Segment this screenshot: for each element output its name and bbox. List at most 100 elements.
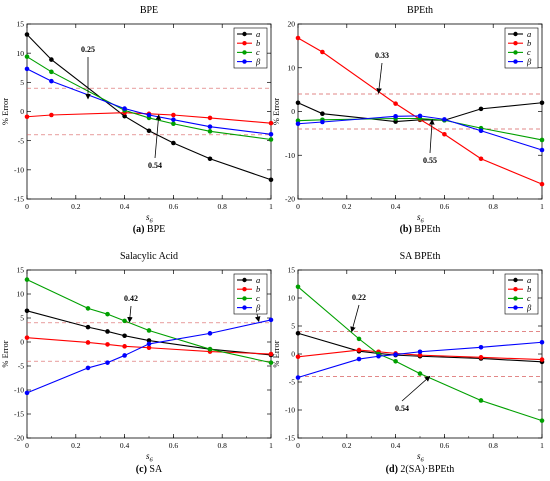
x-axis-label: s6 — [417, 212, 425, 225]
data-point-b — [49, 112, 54, 118]
data-point-c — [207, 346, 213, 352]
x-tick-label: 0.6 — [169, 441, 179, 450]
data-point-a — [85, 324, 91, 330]
x-tick-label: 1 — [269, 202, 273, 211]
data-point-β — [24, 66, 30, 72]
legend-label: β — [255, 56, 261, 66]
x-tick-label: 0 — [296, 202, 300, 211]
data-point-a — [268, 177, 274, 183]
panel-title: Salacylic Acid — [120, 251, 178, 262]
legend-label: a — [256, 29, 260, 39]
y-axis-label: % Error — [271, 340, 281, 367]
data-point-β — [356, 356, 362, 362]
legend-marker-b — [513, 41, 518, 46]
y-tick-label: -5 — [18, 362, 24, 371]
x-tick-label: 0.8 — [489, 441, 499, 450]
y-axis-label: % Error — [271, 98, 281, 125]
data-point-a — [478, 106, 484, 112]
data-point-c — [105, 311, 110, 317]
x-tick-label: 1 — [540, 441, 544, 450]
data-point-a — [122, 113, 127, 119]
data-point-c — [539, 137, 545, 143]
legend-marker-a — [513, 31, 518, 37]
y-tick-label: -10 — [285, 406, 295, 415]
x-tick-label: 0.6 — [440, 202, 450, 211]
data-point-a — [146, 338, 152, 343]
annotation-label: 0.33 — [375, 51, 389, 60]
data-point-β — [207, 331, 213, 336]
data-point-b — [478, 355, 484, 360]
data-point-β — [122, 353, 127, 358]
y-tick-label: 0 — [291, 350, 295, 359]
data-point-b — [24, 335, 30, 340]
y-tick-label: -5 — [18, 136, 24, 145]
data-point-c — [171, 121, 176, 127]
y-tick-label: -15 — [14, 410, 24, 419]
x-tick-label: 0.2 — [71, 441, 81, 450]
x-tick-label: 0.8 — [218, 202, 228, 211]
data-point-a — [295, 330, 301, 336]
x-tick-label: 1 — [540, 202, 544, 211]
y-tick-label: 15 — [17, 20, 25, 29]
data-point-c — [295, 284, 301, 290]
y-tick-label: -20 — [14, 434, 24, 443]
legend-marker-c — [513, 296, 518, 301]
data-point-a — [207, 156, 213, 162]
y-tick-label: -10 — [14, 166, 24, 175]
y-tick-label: 15 — [17, 266, 25, 275]
legend-label: a — [527, 275, 531, 285]
data-point-b — [539, 181, 545, 187]
data-point-β — [122, 106, 127, 111]
data-point-c — [24, 277, 30, 282]
data-point-a — [49, 57, 54, 62]
data-point-β — [171, 117, 176, 122]
data-point-a — [171, 140, 176, 146]
legend-marker-b — [242, 41, 247, 46]
data-point-β — [105, 360, 110, 365]
annotation-arrow — [127, 305, 133, 323]
data-point-a — [320, 111, 325, 116]
data-point-b — [85, 340, 91, 345]
data-point-b — [146, 345, 152, 351]
x-tick-label: 0 — [296, 441, 300, 450]
data-point-β — [268, 317, 274, 323]
legend-label: a — [527, 29, 531, 39]
y-tick-label: -15 — [285, 434, 295, 443]
x-tick-label: 0.4 — [391, 441, 401, 450]
data-point-β — [146, 112, 152, 118]
annotation-arrow — [429, 119, 435, 154]
legend-marker-b — [242, 287, 247, 292]
y-tick-label: -15 — [14, 195, 24, 204]
legend-marker-β — [242, 305, 247, 310]
x-tick-label: 0.6 — [440, 441, 450, 450]
legend-marker-β — [513, 305, 518, 310]
legend-label: c — [527, 293, 531, 303]
data-point-a — [24, 308, 30, 314]
annotation-label: 0.54 — [395, 404, 409, 413]
panel-caption: (c) SA — [136, 464, 163, 475]
y-axis-label: % Error — [0, 98, 10, 125]
x-tick-label: 0.2 — [71, 202, 81, 211]
data-point-β — [539, 147, 545, 153]
data-point-β — [478, 344, 484, 350]
data-point-a — [24, 32, 30, 37]
legend-label: b — [256, 38, 260, 48]
annotation-label: 0.25 — [81, 45, 95, 54]
data-point-b — [295, 354, 301, 360]
panel-4: 0 0.2 0.4 0.6 0.8 1 -15 -10 -5 0 5 10 15 0.22 0.54 abcβ… — [271, 251, 545, 475]
data-point-a — [105, 329, 110, 334]
x-tick-label: 0.2 — [342, 202, 352, 211]
data-point-c — [146, 328, 152, 333]
data-point-b — [478, 156, 484, 162]
x-tick-label: 0.8 — [218, 441, 228, 450]
y-tick-label: 10 — [288, 294, 296, 303]
y-tick-label: 10 — [17, 290, 25, 299]
data-point-b — [393, 101, 398, 106]
data-point-c — [478, 398, 484, 403]
annotation-label: 0.22 — [352, 293, 366, 302]
panel-caption: (b) BPEth — [400, 224, 441, 235]
legend-marker-a — [242, 277, 247, 283]
y-tick-label: -5 — [289, 378, 295, 387]
data-point-a — [539, 100, 545, 106]
